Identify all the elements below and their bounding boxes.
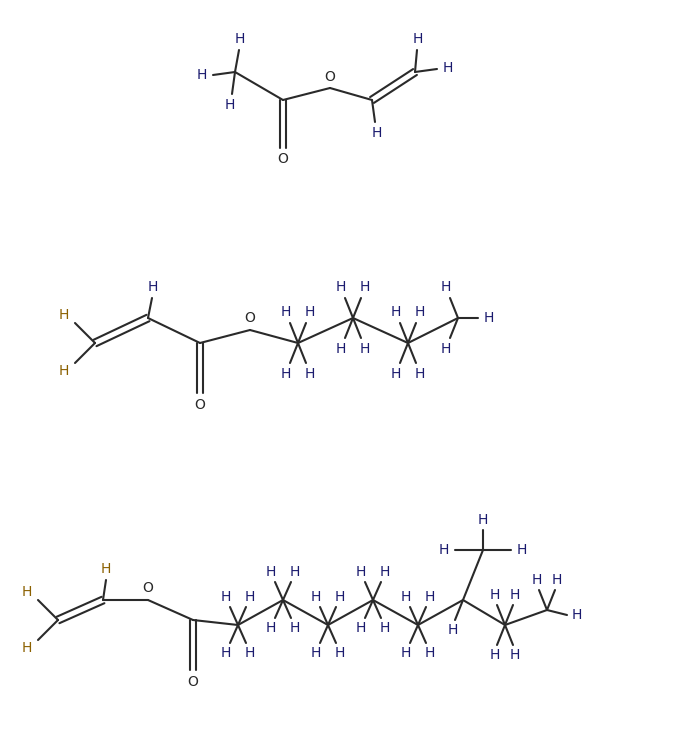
- Text: H: H: [380, 621, 390, 635]
- Text: H: H: [510, 648, 520, 662]
- Text: H: H: [425, 646, 435, 660]
- Text: H: H: [401, 590, 411, 604]
- Text: H: H: [305, 367, 315, 381]
- Text: O: O: [278, 152, 289, 166]
- Text: H: H: [22, 585, 32, 599]
- Text: H: H: [290, 621, 300, 635]
- Text: H: H: [360, 342, 370, 356]
- Text: H: H: [101, 562, 111, 576]
- Text: H: H: [336, 280, 346, 294]
- Text: H: H: [532, 573, 542, 587]
- Text: O: O: [194, 398, 206, 412]
- Text: H: H: [336, 342, 346, 356]
- Text: O: O: [187, 675, 199, 689]
- Text: H: H: [401, 646, 411, 660]
- Text: H: H: [290, 565, 300, 579]
- Text: H: H: [356, 621, 366, 635]
- Text: H: H: [147, 280, 158, 294]
- Text: H: H: [372, 126, 382, 140]
- Text: H: H: [59, 364, 69, 378]
- Text: H: H: [197, 68, 207, 82]
- Text: H: H: [448, 623, 458, 637]
- Text: H: H: [490, 588, 500, 602]
- Text: H: H: [380, 565, 390, 579]
- Text: H: H: [22, 641, 32, 655]
- Text: H: H: [360, 280, 370, 294]
- Text: H: H: [266, 621, 276, 635]
- Text: O: O: [324, 70, 336, 84]
- Text: H: H: [221, 646, 231, 660]
- Text: H: H: [425, 590, 435, 604]
- Text: H: H: [572, 608, 582, 622]
- Text: H: H: [484, 311, 494, 325]
- Text: H: H: [356, 565, 366, 579]
- Text: H: H: [266, 565, 276, 579]
- Text: H: H: [335, 646, 345, 660]
- Text: H: H: [235, 32, 245, 46]
- Text: H: H: [225, 98, 235, 112]
- Text: H: H: [510, 588, 520, 602]
- Text: H: H: [441, 280, 451, 294]
- Text: H: H: [245, 646, 255, 660]
- Text: H: H: [439, 543, 449, 557]
- Text: H: H: [311, 590, 321, 604]
- Text: H: H: [281, 367, 291, 381]
- Text: H: H: [221, 590, 231, 604]
- Text: H: H: [413, 32, 423, 46]
- Text: H: H: [335, 590, 345, 604]
- Text: O: O: [245, 311, 255, 325]
- Text: H: H: [311, 646, 321, 660]
- Text: H: H: [478, 513, 488, 527]
- Text: H: H: [59, 308, 69, 322]
- Text: H: H: [391, 305, 401, 319]
- Text: H: H: [517, 543, 527, 557]
- Text: O: O: [143, 581, 154, 595]
- Text: H: H: [490, 648, 500, 662]
- Text: H: H: [415, 305, 425, 319]
- Text: H: H: [442, 61, 453, 75]
- Text: H: H: [552, 573, 562, 587]
- Text: H: H: [441, 342, 451, 356]
- Text: H: H: [245, 590, 255, 604]
- Text: H: H: [415, 367, 425, 381]
- Text: H: H: [391, 367, 401, 381]
- Text: H: H: [305, 305, 315, 319]
- Text: H: H: [281, 305, 291, 319]
